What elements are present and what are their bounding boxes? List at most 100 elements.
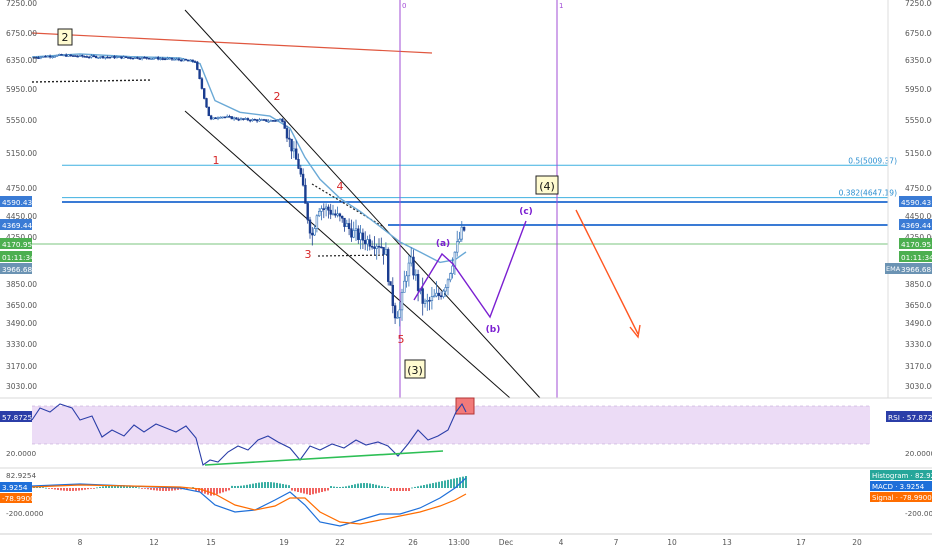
candle-body [81, 54, 84, 57]
candle-body [308, 219, 312, 234]
price-tick-label: 4750.00 [6, 184, 37, 193]
macd-hist-bar [87, 488, 89, 490]
wave-label-red: 5 [398, 333, 405, 346]
macd-hist-bar [42, 487, 44, 488]
price-badge-label: 4590.43 [2, 198, 33, 207]
macd-hist-bar [351, 484, 353, 488]
candle-body [407, 262, 411, 277]
macd-pane[interactable]: 82.9254 3.9254 -78.9900 -200.0000 Histogram … [0, 470, 932, 527]
macd-hist-bar [114, 485, 116, 488]
macd-hist-bar [162, 488, 164, 491]
candle-body [451, 265, 454, 274]
candle-body [111, 56, 114, 58]
macd-value-badge [0, 482, 32, 492]
price-badge-label: 01:11:34 [2, 253, 35, 262]
macd-hist-bar [276, 482, 278, 488]
candle-body [166, 58, 169, 60]
candle-body [48, 55, 52, 58]
macd-hist-bar [258, 482, 260, 488]
macd-hist-bar [309, 488, 311, 495]
macd-hist-bar [90, 488, 92, 489]
candle-body [94, 55, 98, 59]
candle-body [324, 206, 328, 210]
candle-body [393, 305, 397, 319]
rsi-value-badge [886, 411, 932, 422]
wave-label-purple: (a) [436, 239, 450, 249]
macd-hist-bar [447, 479, 449, 488]
candle-body [297, 159, 300, 169]
macd-value-badge [0, 493, 32, 503]
macd-hist-bar [174, 488, 176, 491]
rsi-pane[interactable]: 57.8725 RSI · 57.8725 20.0000 20.0000 [0, 397, 932, 466]
macd-hist-bar [273, 482, 275, 488]
price-badge [0, 196, 32, 207]
candle-body [239, 118, 243, 121]
macd-hist-bar [150, 488, 152, 490]
time-tick-label: 19 [279, 538, 289, 547]
candle-body [444, 287, 447, 292]
candle-body [375, 245, 378, 249]
candle-body [416, 274, 420, 291]
time-tick-label: 4 [559, 538, 564, 547]
macd-hist-bar [165, 488, 167, 491]
macd-hist-bar [411, 487, 413, 489]
candle-body [154, 57, 158, 59]
candle-body [71, 55, 75, 57]
candle-body [409, 256, 413, 264]
price-tick-label: 3030.00 [6, 382, 37, 391]
candle-body [35, 57, 38, 59]
price-badge [0, 251, 32, 262]
price-tick-label: 3850.00 [6, 280, 37, 289]
candle-body [69, 54, 73, 57]
macd-hist-bar [348, 485, 350, 488]
candle-body [317, 211, 321, 217]
dotted-level [31, 79, 153, 83]
macd-hist-bar [201, 488, 203, 493]
price-badge-label: 4170.95 [901, 240, 931, 249]
candle-body [412, 256, 415, 276]
candle-body [205, 98, 208, 108]
candle-body [200, 78, 204, 89]
candle-body [380, 246, 383, 249]
candle-body [136, 57, 139, 59]
wave-label-purple: (c) [519, 207, 533, 217]
macd-hist-bar [402, 488, 404, 491]
candle-body [449, 273, 452, 281]
candle-body [327, 206, 330, 211]
rsi-line [31, 402, 467, 466]
wave-label-black: (3) [407, 364, 423, 377]
macd-hist-bar [342, 486, 344, 488]
macd-hist-bar [60, 488, 62, 491]
candle-body [313, 228, 316, 236]
candle-body [329, 209, 332, 215]
time-axis[interactable]: 8 12 15 19 22 26 13:00 Dec 4 7 10 13 17 20 [78, 538, 862, 547]
candle-body [120, 56, 123, 59]
candle-body [170, 57, 174, 60]
candle-body [334, 213, 337, 216]
candle-body [373, 246, 376, 249]
vertical-marker-label: 0 [402, 2, 406, 10]
macd-hist-bar [255, 483, 257, 488]
candle-body [405, 275, 408, 282]
macd-legend-badge [870, 470, 932, 480]
candle-body [189, 59, 192, 62]
macd-hist-bar [408, 488, 410, 491]
candle-body [226, 116, 229, 118]
rsi-value-badge [0, 411, 32, 422]
candle-body [389, 281, 392, 286]
candle-body [207, 106, 210, 117]
candle-body [67, 54, 70, 57]
candle-body [311, 232, 314, 236]
candle-body [462, 226, 466, 231]
macd-hist-bar [159, 488, 161, 491]
macd-hist-bar [192, 487, 194, 488]
macd-hist-bar [171, 488, 173, 491]
wave-label-red: 1 [213, 154, 220, 167]
macd-hist-bar [267, 482, 269, 488]
candle-body [90, 55, 93, 58]
macd-labels: 82.9254 3.9254 -78.9900 -200.0000 Histogram … [0, 470, 932, 518]
candle-body [216, 117, 220, 120]
candle-body [251, 119, 254, 121]
